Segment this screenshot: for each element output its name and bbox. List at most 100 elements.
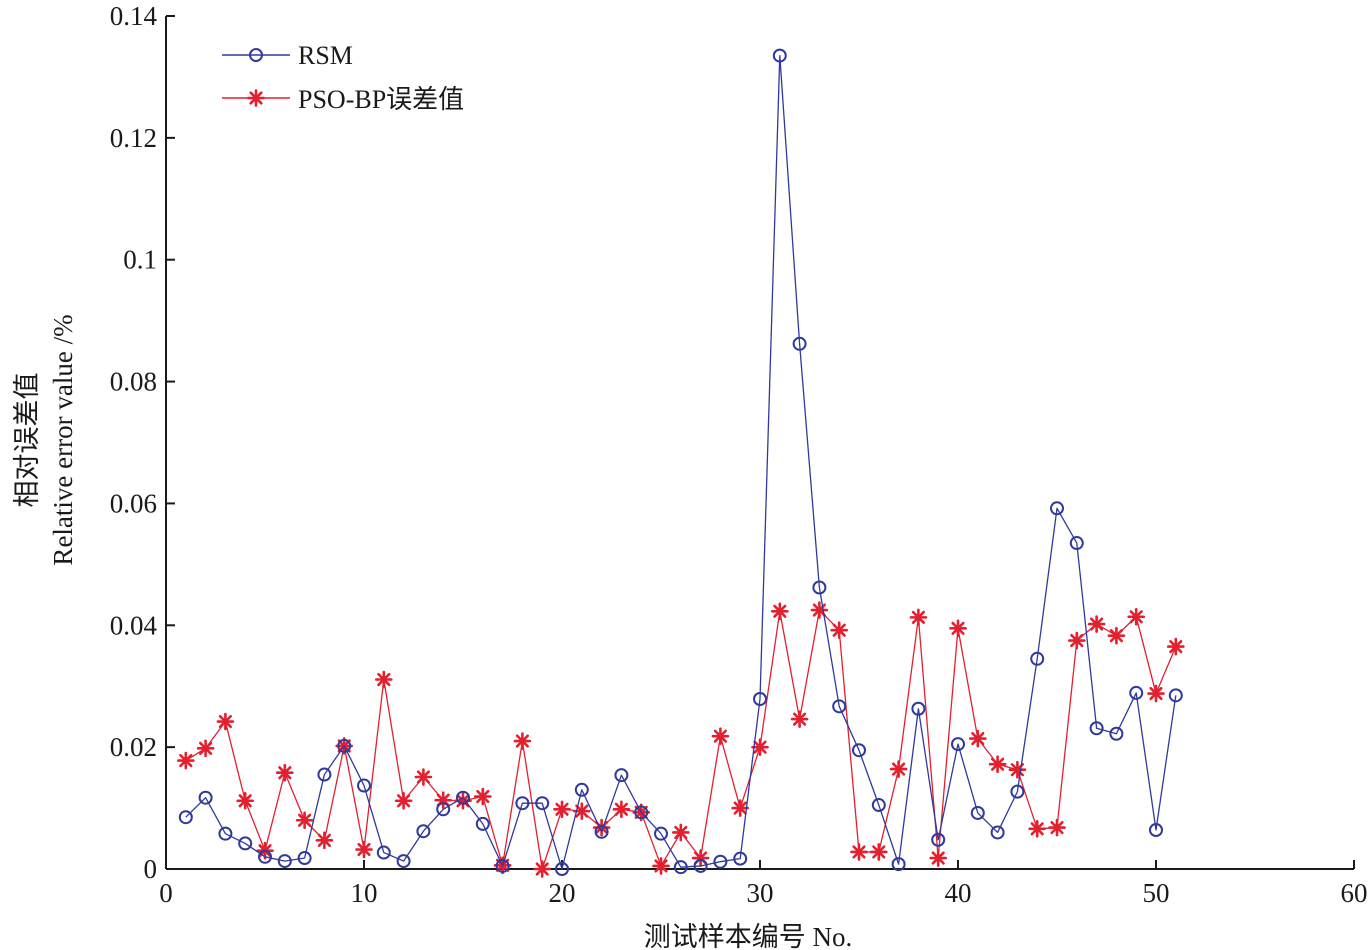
data-point (652, 857, 670, 875)
x-tick-label: 40 (945, 878, 972, 908)
legend-entry-pso-bp: PSO-BP误差值 (222, 85, 464, 114)
data-point (374, 670, 393, 689)
data-point (889, 760, 908, 778)
data-point (515, 796, 530, 811)
data-point (990, 825, 1005, 840)
data-point (869, 843, 888, 861)
y-axis-title-en-group: Relative error value /% (48, 314, 78, 565)
data-point (1008, 760, 1027, 779)
ticks: 0 10 20 30 40 50 60 0 0.02 0.04 0.06 0.08 0.1 0.12 0.1… (110, 1, 1368, 908)
x-tick-label: 50 (1143, 878, 1170, 908)
data-point (495, 858, 510, 873)
data-point (968, 729, 987, 748)
data-point (951, 737, 965, 752)
data-point (654, 826, 668, 841)
data-point (594, 824, 609, 839)
data-point (1087, 615, 1106, 633)
data-point (891, 857, 906, 872)
y-axis-title-en: Relative error value /% (48, 314, 78, 565)
y-tick-label: 0.08 (110, 367, 157, 397)
data-point (792, 336, 807, 351)
data-point (1048, 818, 1066, 837)
data-point (911, 701, 926, 716)
data-point (394, 791, 413, 810)
data-point (1167, 637, 1185, 656)
data-point (733, 851, 748, 866)
data-point (949, 619, 967, 638)
data-point (1010, 784, 1025, 799)
data-point (1028, 819, 1046, 838)
data-point (475, 816, 490, 831)
data-point (297, 851, 312, 866)
series-line (185, 54, 1177, 870)
data-point (871, 798, 886, 813)
data-point (295, 811, 314, 830)
data-point (574, 782, 589, 797)
data-point (238, 836, 253, 851)
data-point (731, 799, 750, 817)
data-point (436, 802, 451, 817)
data-point (812, 580, 827, 595)
data-point (612, 800, 631, 819)
y-axis-title-zh: 相对误差值 (12, 373, 42, 508)
data-point (931, 832, 946, 847)
y-tick-label: 0.04 (110, 610, 158, 640)
data-point (751, 738, 769, 756)
data-point (830, 621, 849, 639)
y-tick-label: 0.02 (110, 732, 157, 762)
data-point (277, 854, 292, 869)
legend-pso-bp-marker (247, 89, 265, 107)
data-point (1030, 651, 1045, 666)
y-axis-title: 相对误差值 (12, 373, 42, 508)
data-point (909, 608, 928, 627)
data-point (258, 849, 272, 864)
data-point (315, 831, 334, 850)
data-point (396, 854, 411, 869)
data-point (1168, 688, 1183, 703)
data-point (535, 796, 550, 811)
data-point (355, 840, 373, 859)
data-point (614, 768, 629, 783)
data-point (1050, 501, 1064, 516)
data-point (634, 805, 649, 820)
data-point (473, 787, 492, 806)
legend: RSM PSO-BP误差值 (222, 41, 464, 114)
data-point (1069, 536, 1084, 551)
y-tick-label: 0.1 (123, 245, 157, 275)
x-tick-label: 20 (549, 878, 576, 908)
x-tick-label: 60 (1341, 878, 1368, 908)
data-point (970, 805, 985, 820)
data-point (533, 860, 552, 878)
data-point (832, 699, 847, 714)
x-tick-label: 30 (747, 878, 774, 908)
x-tick-label: 10 (351, 878, 378, 908)
data-point (790, 710, 809, 728)
data-point (337, 738, 352, 753)
data-point (416, 824, 431, 839)
data-point (711, 727, 730, 745)
data-point (456, 790, 470, 805)
data-point (236, 791, 254, 810)
data-point (1147, 684, 1165, 703)
data-point (693, 858, 708, 873)
data-point (1149, 823, 1163, 838)
data-point (178, 810, 193, 825)
data-point (671, 823, 690, 842)
data-point (553, 800, 571, 819)
data-point (929, 849, 948, 867)
data-point (216, 712, 235, 731)
data-point (198, 790, 213, 805)
data-point (414, 768, 433, 786)
legend-rsm-marker (249, 48, 263, 62)
legend-pso-bp-label: PSO-BP误差值 (298, 85, 464, 114)
y-tick-label: 0.12 (110, 123, 157, 153)
data-point (810, 601, 829, 619)
data-point (376, 845, 391, 860)
x-tick-label: 0 (159, 878, 173, 908)
data-point (555, 862, 569, 876)
y-tick-label: 0.14 (110, 1, 158, 31)
data-point (988, 755, 1007, 774)
data-point (177, 751, 195, 770)
data-point (850, 843, 868, 861)
